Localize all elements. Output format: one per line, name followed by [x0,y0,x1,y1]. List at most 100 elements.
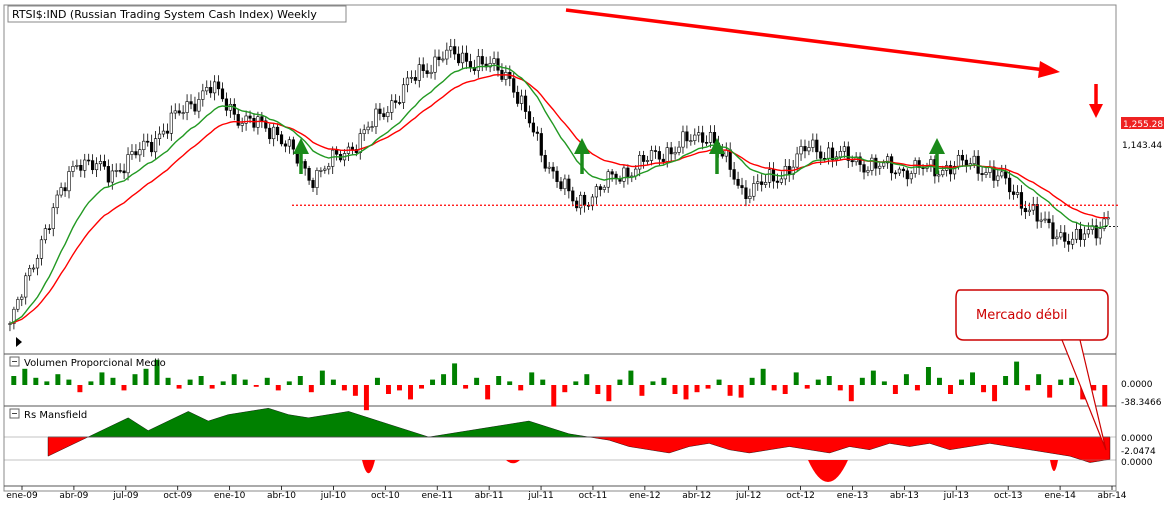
rs-label-zero: 0.0000 [1121,434,1153,444]
volume-bar [562,385,568,393]
x-tick-label: jul-09 [112,491,139,501]
volume-bar [485,385,491,400]
volume-bar [319,370,325,385]
candle [87,153,91,166]
volume-bar [727,385,733,396]
volume-bar [231,374,237,385]
candle [677,141,681,156]
candle [390,94,394,120]
volume-bar [1025,385,1031,391]
candle [91,154,95,175]
candle [1059,225,1063,240]
candle [732,162,736,185]
volume-bar [496,376,502,385]
candle [889,153,894,181]
candle [28,264,32,281]
volume-bar [374,377,380,385]
volume-panel-title: Volumen Proporcional Medio [24,358,166,369]
rs-secondary-dip [506,460,520,464]
volume-bar [870,370,876,385]
candle [59,182,63,198]
candle [744,180,748,207]
x-tick-label: abr-09 [59,491,88,501]
rs-secondary-dip [1050,460,1058,471]
candle [535,126,539,141]
candle [905,168,909,187]
candle [756,174,760,191]
candle [1035,196,1039,229]
volume-bar [308,385,314,393]
candle [830,142,835,168]
candle [862,160,866,180]
candle [992,160,996,188]
volume-bar [948,385,953,394]
candle [543,149,547,172]
candle [94,157,99,178]
volume-bar [639,385,645,396]
candle [653,145,658,159]
candle [779,171,783,185]
volume-bar [55,374,61,385]
chart-title: RTSI$:IND (Russian Trading System Cash I… [12,8,317,21]
scroll-marker-icon[interactable] [16,337,22,347]
price-label-support-bg [1121,117,1164,129]
x-tick-label: oct-12 [786,491,815,501]
volume-bar [1014,361,1020,385]
volume-bar [518,385,524,391]
rs-panel-title: Rs Mansfield [24,410,87,421]
volume-bar [1069,377,1075,385]
candle [209,80,213,98]
candle [228,98,232,118]
candle [1004,164,1008,185]
candle [240,117,244,133]
volume-bar [981,385,987,393]
volume-bar [430,379,436,385]
callout-box [955,289,1109,341]
candle [287,136,292,154]
volume-bar [187,379,193,385]
candle [16,296,20,313]
candle [157,126,162,146]
volume-bar [848,385,854,402]
volume-bar [99,372,105,385]
candle [268,123,272,144]
red-down-arrow [1089,84,1103,118]
candle [173,103,177,120]
x-tick-label: oct-09 [163,491,192,501]
candle [327,162,331,175]
candle [811,133,815,153]
candle [283,140,288,153]
candle [31,264,36,273]
candle [901,166,905,178]
x-tick-label: jul-12 [735,491,761,501]
candle [897,166,902,177]
volume-bar [1047,385,1053,398]
candle [279,131,284,147]
volume-bar [253,385,259,387]
candle [815,133,819,160]
x-tick-label: ene-09 [6,491,38,501]
volume-bar [540,379,546,385]
candle [409,70,414,84]
price-label-last: 1,143.44 [1122,141,1162,151]
candle [878,162,882,175]
candle [760,174,764,192]
candle [20,294,24,307]
volume-bar [11,376,17,385]
candle [165,123,169,139]
candle [370,120,374,132]
callout-text: Mercado débil [976,308,1067,323]
volume-bar [683,385,689,400]
candle [275,123,280,142]
volume-bar [22,368,28,385]
candle [1039,212,1043,228]
candle [12,306,16,330]
candle [161,123,166,138]
volume-bar [826,376,832,385]
x-tick-label: abr-13 [890,491,919,501]
volume-bar [286,381,292,385]
candle [319,167,323,178]
candle [429,64,433,79]
volume-bar [892,385,898,394]
